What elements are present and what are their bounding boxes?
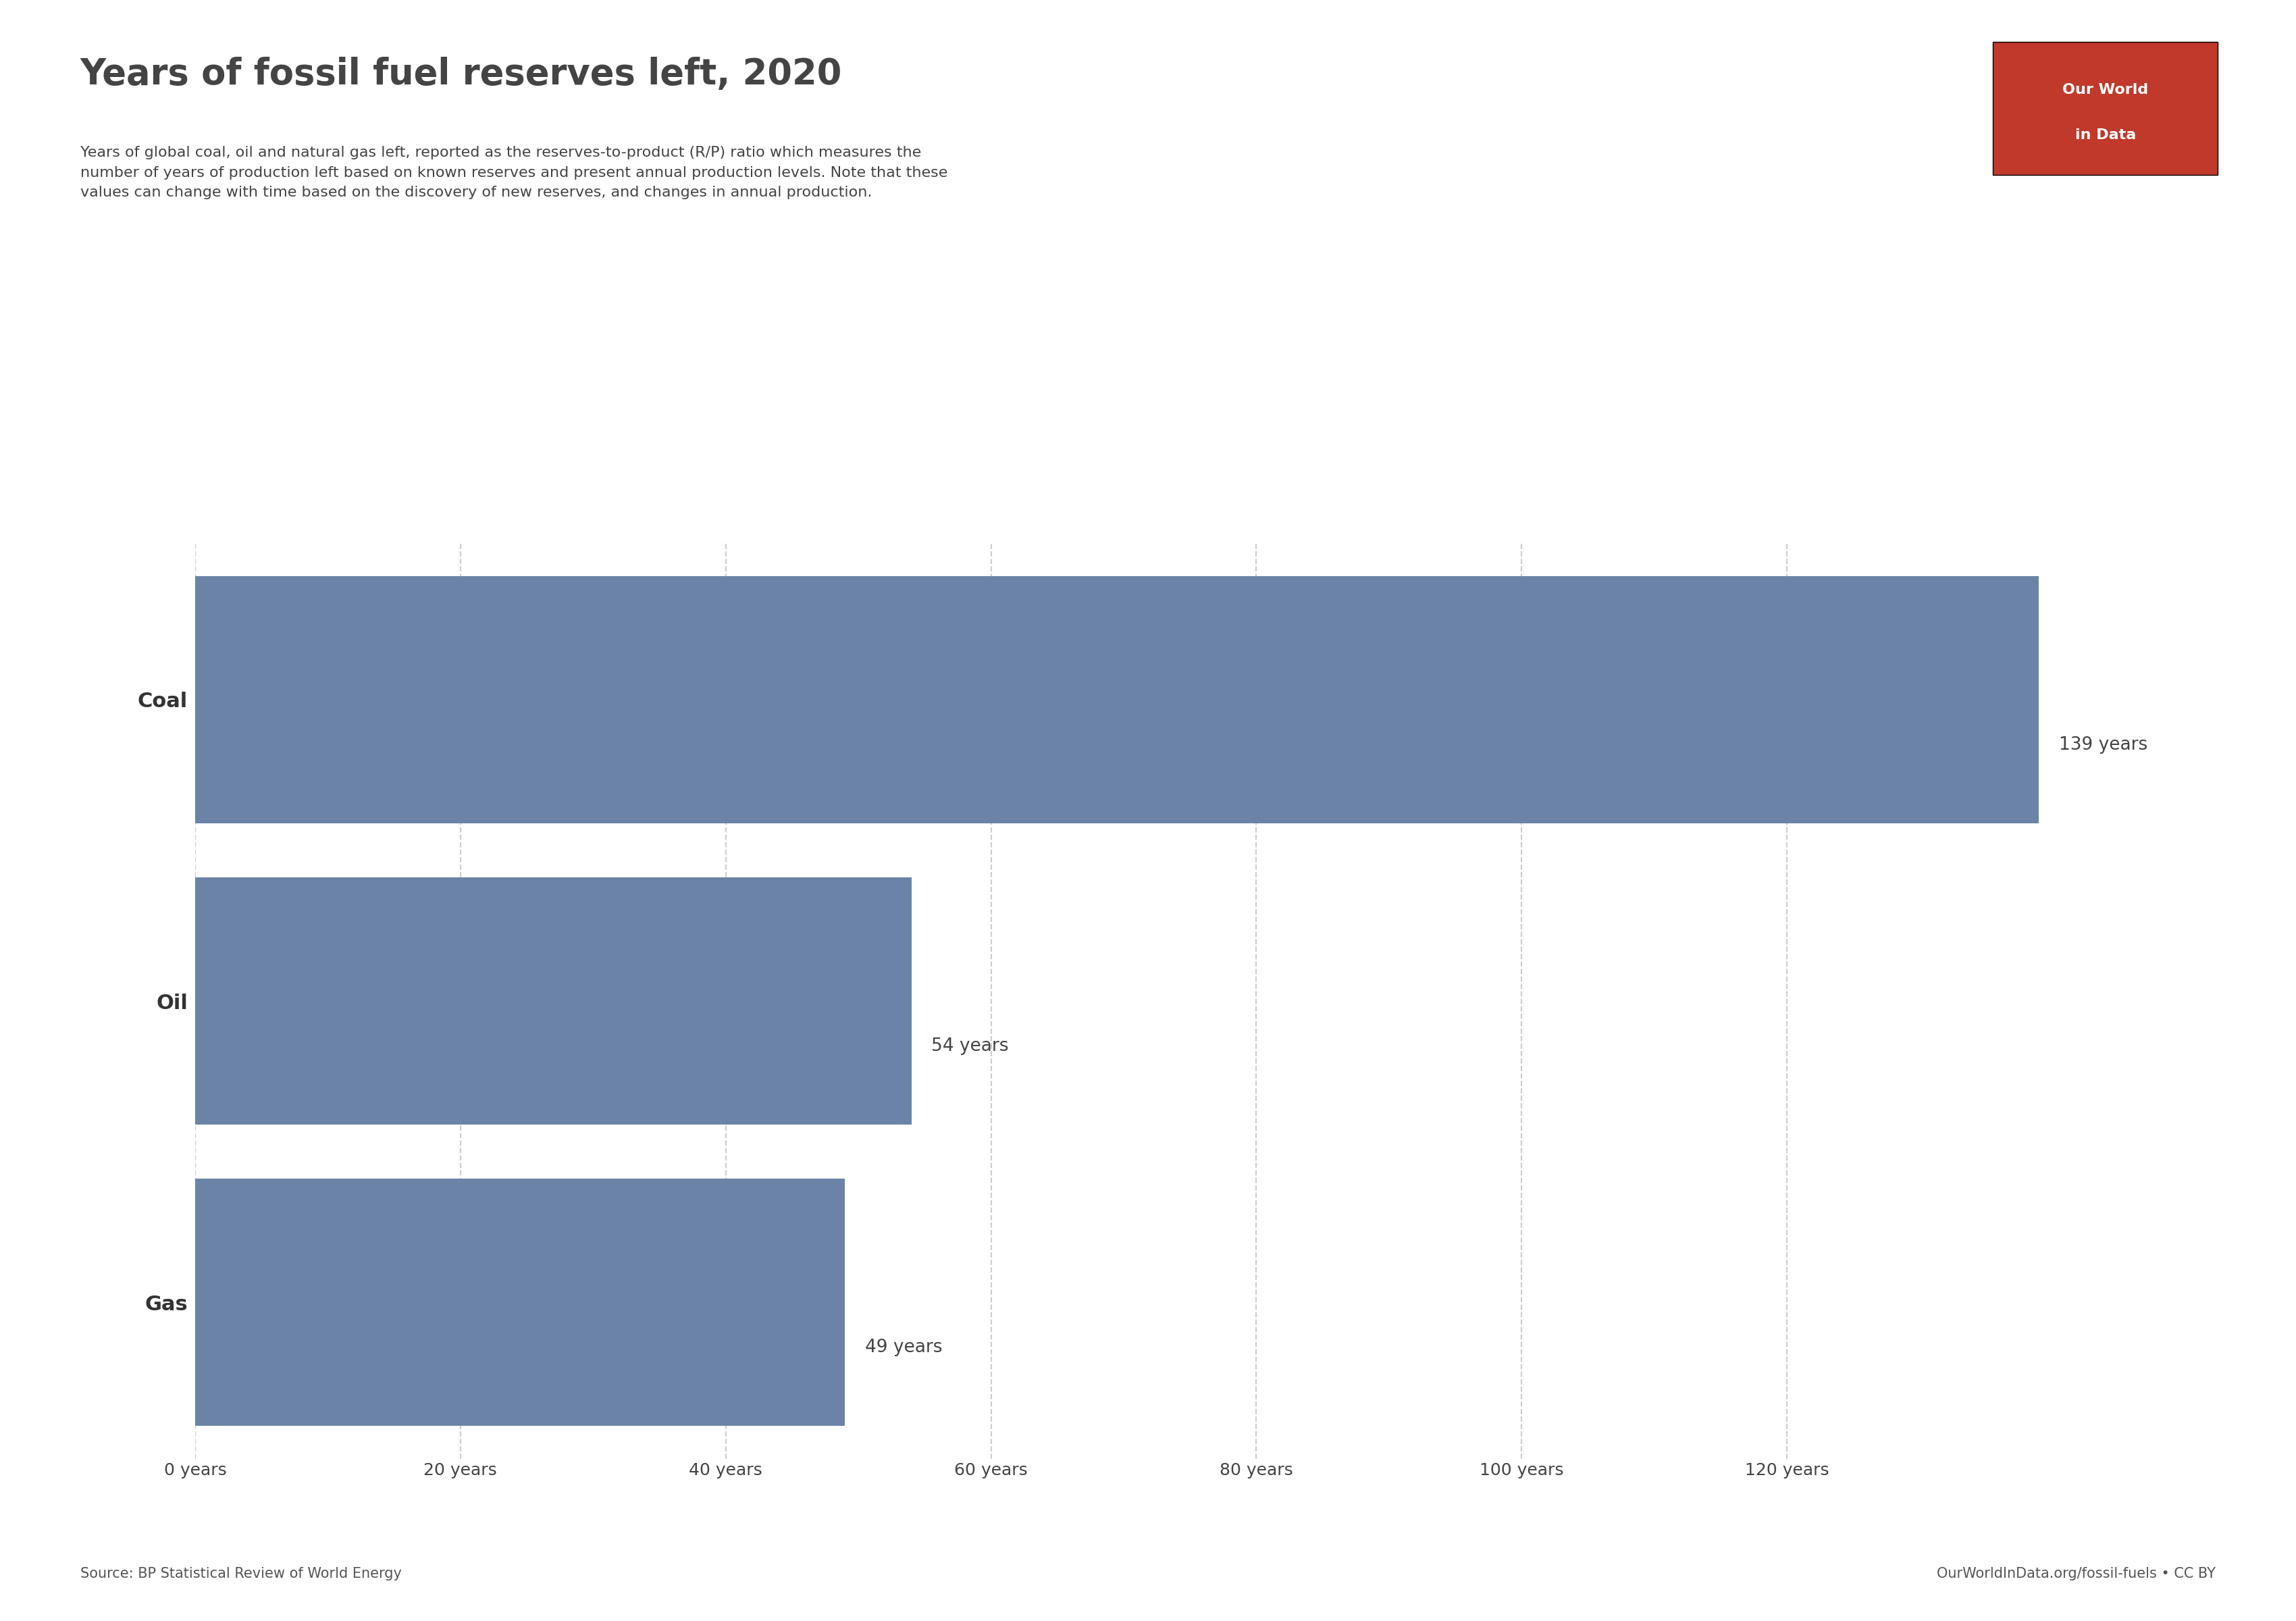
Bar bbox=[195, 877, 912, 1125]
Text: Years of global coal, oil and natural gas left, reported as the reserves-to-prod: Years of global coal, oil and natural ga… bbox=[80, 146, 948, 199]
FancyBboxPatch shape bbox=[1993, 42, 2218, 175]
Text: OurWorldInData.org/fossil-fuels • CC BY: OurWorldInData.org/fossil-fuels • CC BY bbox=[1938, 1568, 2216, 1580]
Text: Years of fossil fuel reserves left, 2020: Years of fossil fuel reserves left, 2020 bbox=[80, 57, 843, 92]
Text: 139 years: 139 years bbox=[2060, 736, 2147, 754]
Text: 54 years: 54 years bbox=[932, 1037, 1008, 1055]
Bar bbox=[195, 575, 2039, 823]
Bar bbox=[195, 1178, 845, 1426]
Text: Our World: Our World bbox=[2062, 83, 2149, 97]
Text: Source: BP Statistical Review of World Energy: Source: BP Statistical Review of World E… bbox=[80, 1568, 402, 1580]
Text: in Data: in Data bbox=[2076, 128, 2135, 143]
Text: 49 years: 49 years bbox=[866, 1339, 941, 1357]
